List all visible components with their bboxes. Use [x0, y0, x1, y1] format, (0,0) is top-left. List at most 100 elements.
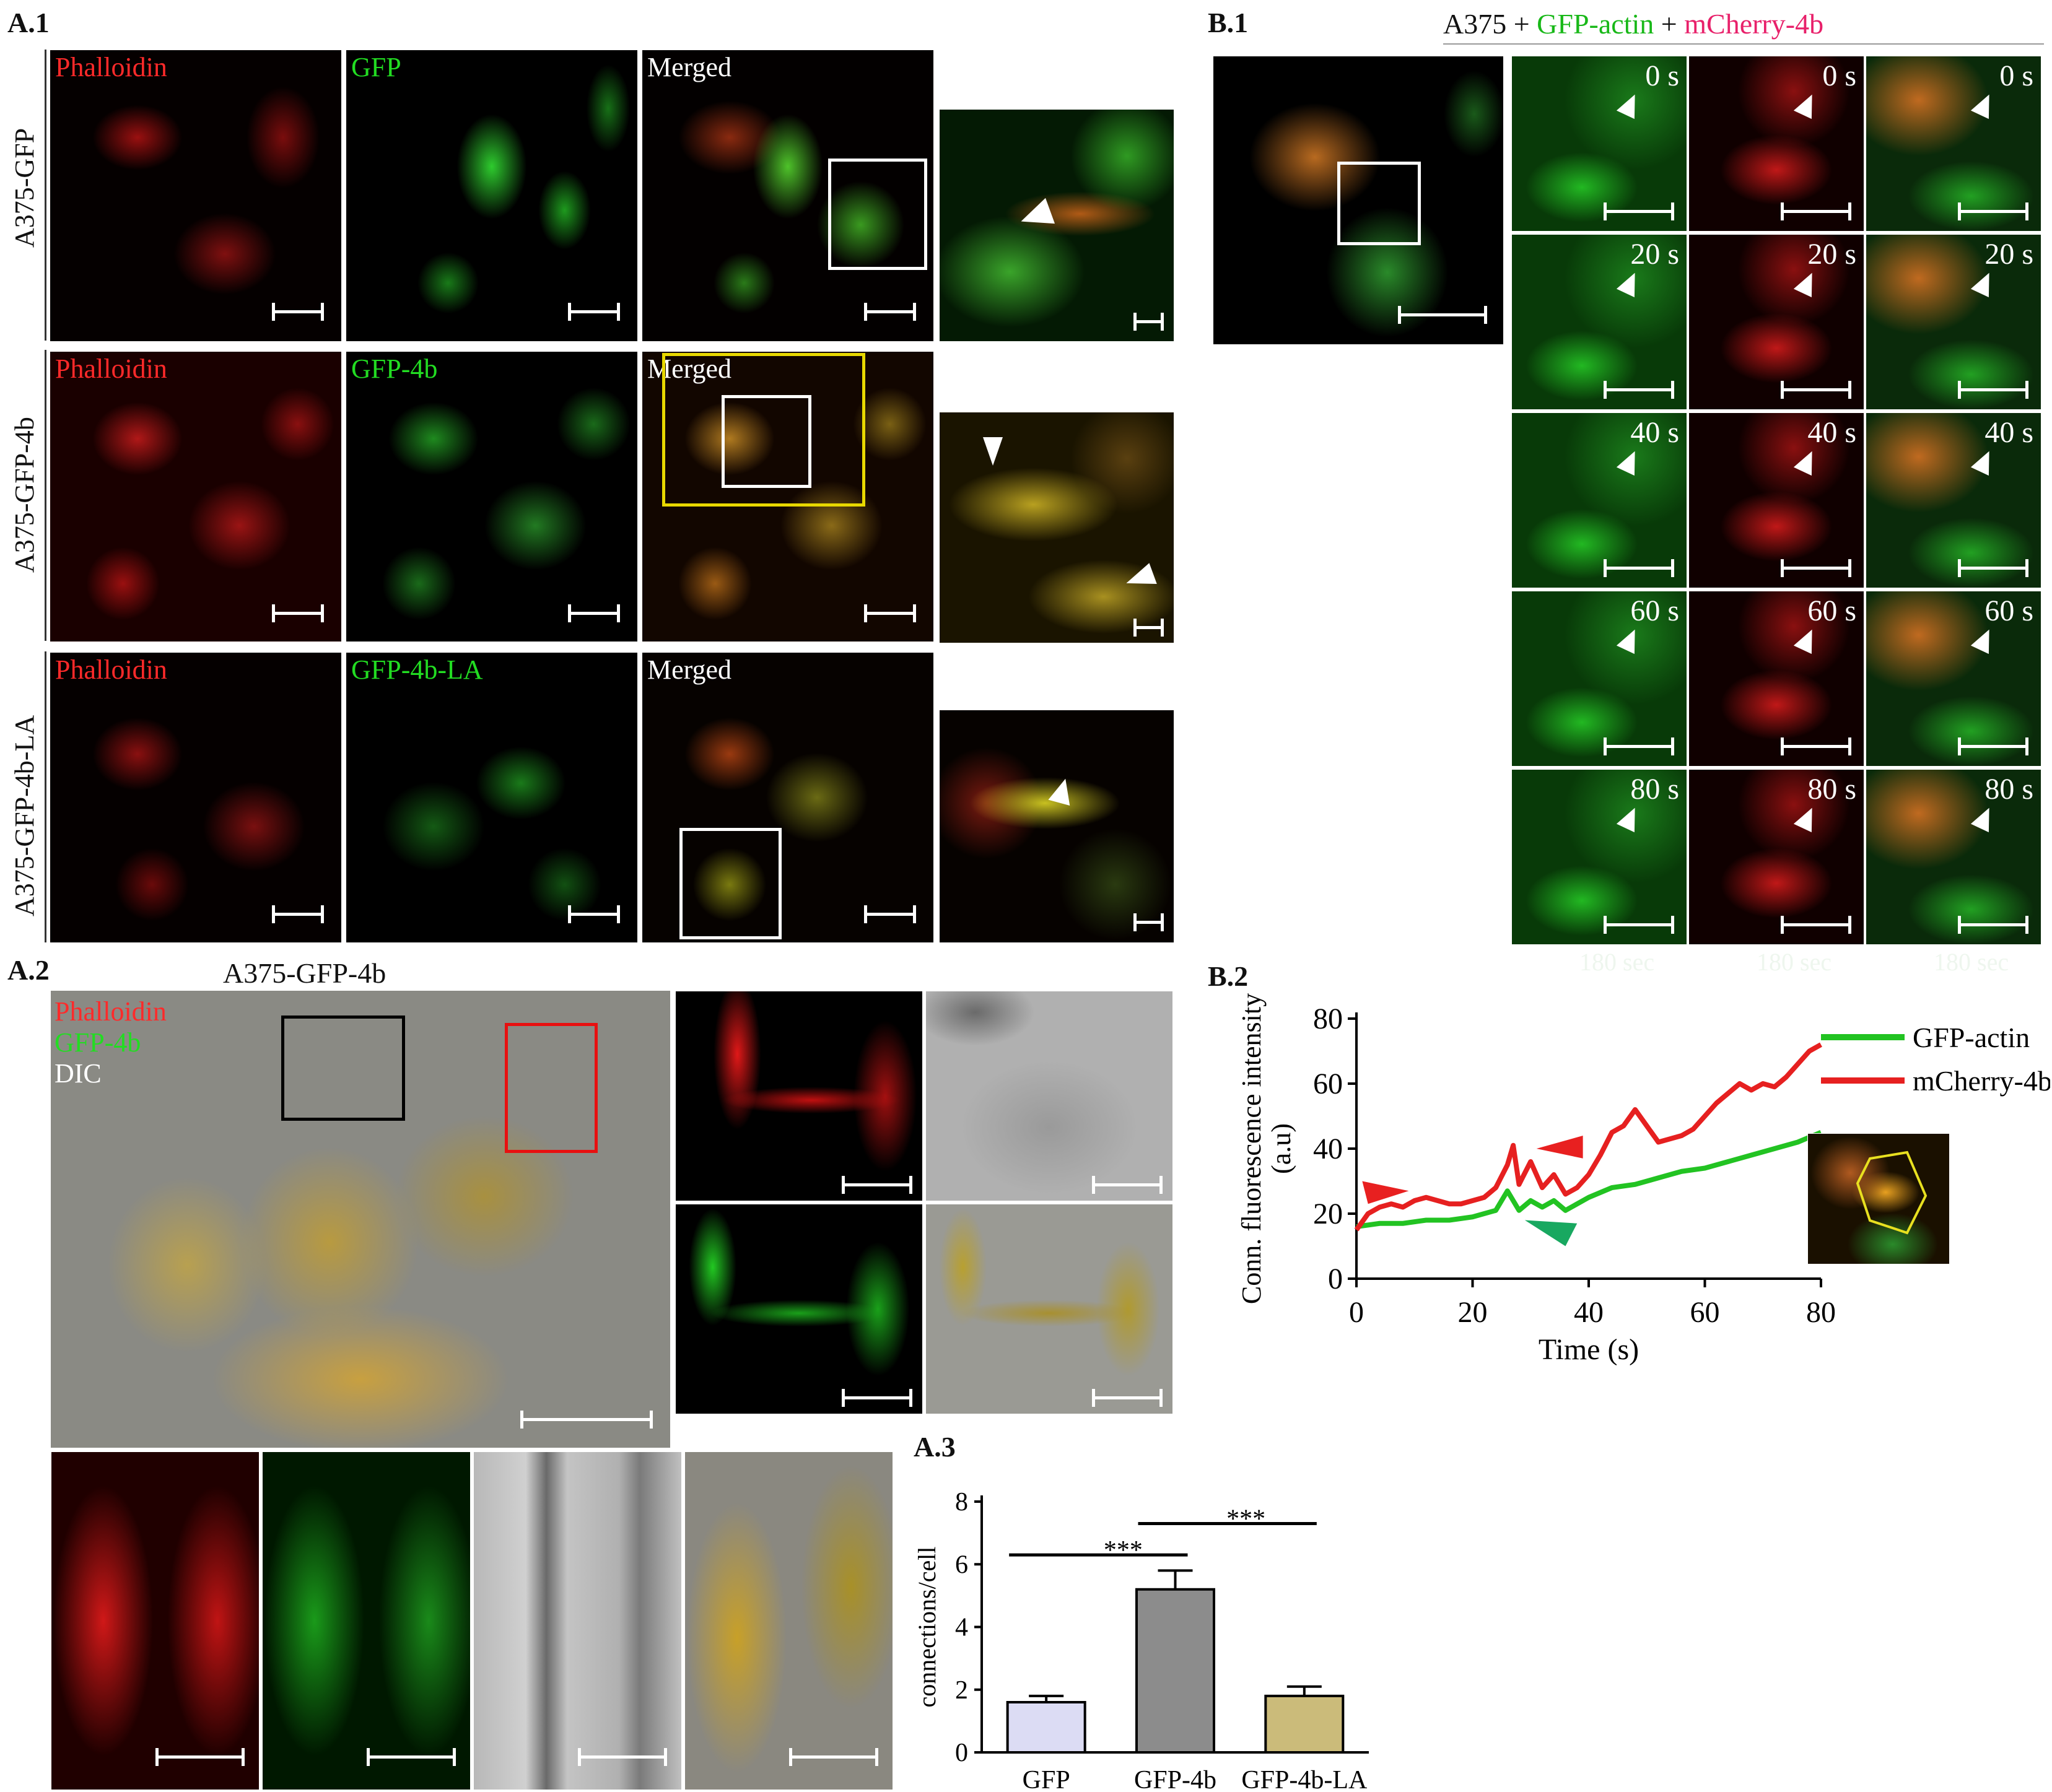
a2-main-dic-image: Phalloidin GFP-4b DIC [51, 991, 670, 1448]
b1-time-label: 80 s [1630, 773, 1679, 806]
b2-line-chart: 0 20 40 60 80 0 20 40 60 80 Time (s) Conn. fluoresc… [1236, 993, 2050, 1366]
b1-arrowhead-icon [1970, 803, 1999, 833]
b1-title-mid: + [1654, 8, 1685, 40]
b2-x-tick-label: 60 [1690, 1296, 1720, 1329]
b2-y-tick-label: 60 [1313, 1068, 1343, 1100]
a3-category-label-2: GFP-4b-LA [1241, 1766, 1368, 1792]
a1-r2-roi-box-white [722, 395, 811, 488]
a3-category-label-1: GFP-4b [1134, 1766, 1216, 1792]
b1-time-label: 40 s [1984, 416, 2033, 449]
b1-arrowhead-icon [1970, 446, 1999, 476]
b2-y-tick-label: 20 [1313, 1198, 1343, 1230]
b1-arrowhead-icon [1970, 625, 1999, 655]
a1-r1-gfp-image: GFP [346, 50, 638, 342]
b2-red-arrowhead-icon [1362, 1181, 1409, 1204]
b1-time-label: 20 s [1630, 238, 1679, 271]
b1-overview-image [1213, 56, 1504, 345]
a1-r1-roi-box [828, 159, 927, 270]
b1-frame-red-1: 20 s [1688, 234, 1864, 410]
b1-time-label: 0 s [1999, 59, 2033, 92]
a2-zoom-red [675, 991, 923, 1201]
b1-frame-merged-4: 80 s [1866, 769, 2041, 945]
a2-bottom-red [51, 1451, 260, 1790]
a1-r3-phalloidin-image: Phalloidin [50, 652, 342, 943]
b1-arrowhead-icon [1616, 268, 1644, 298]
b2-legend-label-0: GFP-actin [1913, 1022, 2030, 1053]
a2-bottom-green [262, 1451, 471, 1790]
b2-y-tick-label: 0 [1328, 1263, 1343, 1295]
b1-arrowhead-icon [1616, 803, 1644, 833]
b2-x-tick-label: 20 [1458, 1296, 1488, 1329]
a3-sig-label-1: *** [1226, 1505, 1265, 1533]
a1-row-label-2: A375-GFP-4b [9, 417, 40, 573]
b2-series-line-0 [1356, 1130, 1822, 1229]
a2-legend-white: DIC [55, 1058, 102, 1089]
a1-r3-merged-image: Merged [642, 652, 934, 943]
b1-frame-merged-3: 60 s [1866, 591, 2041, 767]
b1-frame-red-0: 0 s [1688, 56, 1864, 232]
b2-x-tick-label: 40 [1574, 1296, 1604, 1329]
a1-r1-channel-label-2: GFP [351, 52, 401, 82]
b1-title-prefix: A375 + [1443, 8, 1537, 40]
a1-r2-channel-label: Phalloidin [55, 354, 167, 384]
a1-r2-channel-label-2: GFP-4b [351, 354, 438, 384]
a1-r2-zoom-image [939, 412, 1174, 643]
b1-frame-red-3: 60 s [1688, 591, 1864, 767]
panel-label-a2: A.2 [7, 954, 50, 986]
b1-frame-merged-0: 0 s [1866, 56, 2041, 232]
b1-arrowhead-icon [1616, 625, 1644, 655]
b1-arrowhead-icon [1793, 625, 1822, 655]
a2-title: A375-GFP-4b [223, 957, 386, 989]
b1-title-green: GFP-actin [1537, 8, 1654, 40]
b1-title: A375 + GFP-actin + mCherry-4b [1443, 7, 1823, 40]
a1-r1-channel-label-3: Merged [647, 52, 732, 82]
b1-caption-green: 180 sec [1579, 948, 1655, 976]
a3-y-tick-label: 0 [955, 1739, 968, 1767]
a3-bar-2 [1264, 1694, 1345, 1754]
b1-frame-green-0: 0 s [1511, 56, 1687, 232]
a3-bar-0 [1006, 1701, 1086, 1754]
a2-legend-red: Phalloidin [55, 996, 167, 1027]
a2-bottom-dic [473, 1451, 682, 1790]
b1-arrowhead-icon [1793, 90, 1822, 120]
b1-time-label: 20 s [1807, 238, 1856, 271]
b1-time-label: 0 s [1822, 59, 1856, 92]
b2-series-line-1 [1354, 1042, 1822, 1232]
b1-time-label: 40 s [1807, 416, 1856, 449]
b1-time-label: 60 s [1807, 594, 1856, 627]
a1-r1-channel-label: Phalloidin [55, 52, 167, 82]
a1-r3-gfp4bla-image: GFP-4b-LA [346, 652, 638, 943]
a1-row-label-3: A375-GFP-4b-LA [9, 715, 40, 916]
a3-bar-chart: 0 2 4 6 8 connections/cell GFP GFP-4b GFP-4b-LA *… [913, 1488, 1369, 1792]
a3-y-tick-label: 2 [955, 1676, 968, 1705]
b1-time-label: 40 s [1630, 416, 1679, 449]
b1-arrowhead-icon [1793, 803, 1822, 833]
b1-time-label: 60 s [1984, 594, 2033, 627]
b2-x-tick-label: 0 [1349, 1296, 1364, 1329]
b1-time-label: 80 s [1807, 773, 1856, 806]
a1-r2-phalloidin-image: Phalloidin [50, 351, 342, 642]
b2-legend-label-1: mCherry-4b [1913, 1065, 2050, 1097]
b1-time-label: 0 s [1645, 59, 1679, 92]
a3-y-tick-label: 6 [955, 1551, 968, 1579]
b1-title-red: mCherry-4b [1684, 8, 1824, 40]
b1-arrowhead-icon [1616, 90, 1644, 120]
b1-arrowhead-icon [1616, 446, 1644, 476]
b1-arrowhead-icon [1793, 446, 1822, 476]
b1-frame-green-1: 20 s [1511, 234, 1687, 410]
a1-r3-channel-label: Phalloidin [55, 655, 167, 685]
a2-bottom-merged [684, 1451, 893, 1790]
b1-frame-merged-2: 40 s [1866, 412, 2041, 588]
b1-arrowhead-icon [1793, 268, 1822, 298]
b1-frame-red-2: 40 s [1688, 412, 1864, 588]
a1-r2-gfp4b-image: GFP-4b [346, 351, 638, 642]
a1-r3-channel-label-2: GFP-4b-LA [351, 655, 483, 685]
panel-label-b2: B.2 [1208, 960, 1249, 992]
a2-zoom-merged [925, 1204, 1173, 1414]
b1-arrowhead-icon [1970, 90, 1999, 120]
a3-y-tick-label: 8 [955, 1488, 968, 1516]
b1-frame-green-2: 40 s [1511, 412, 1687, 588]
a2-legend-green: GFP-4b [55, 1027, 141, 1058]
a1-r3-channel-label-3: Merged [647, 655, 732, 685]
b2-red-arrowhead-icon-2 [1536, 1136, 1583, 1159]
